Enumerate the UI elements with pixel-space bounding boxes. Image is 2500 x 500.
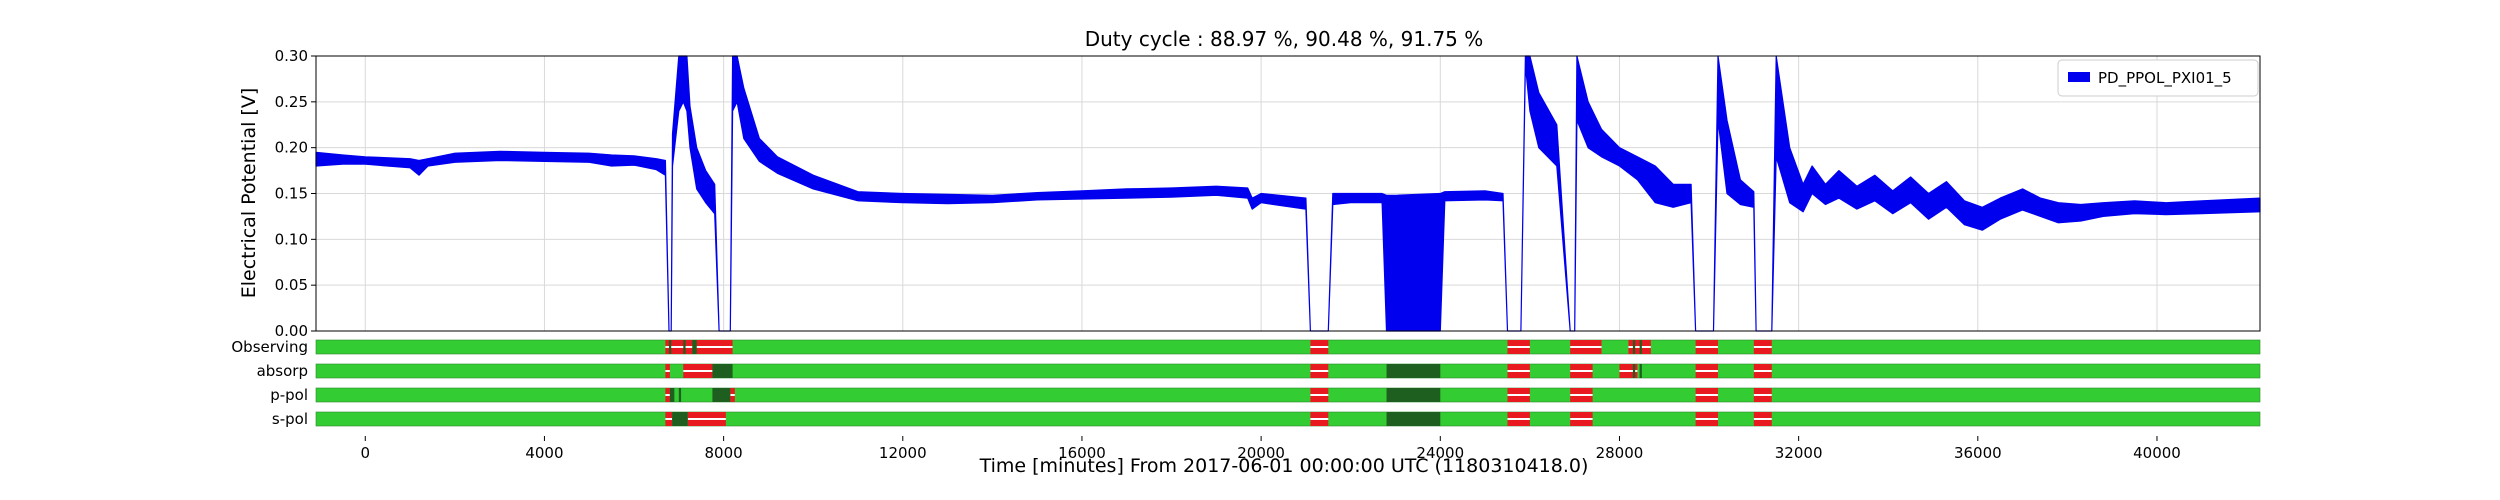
y-tick-label: 0.20 [275, 139, 308, 157]
state-dark-segment [1386, 412, 1441, 426]
x-tick-label: 8000 [705, 444, 743, 462]
x-tick-label: 36000 [1954, 444, 2002, 462]
y-axis-ticks: 0.00 0.05 0.10 0.15 0.20 0.25 0.30 [275, 47, 316, 340]
y-tick-label: 0.10 [275, 230, 308, 248]
state-dark-segment [1639, 364, 1642, 378]
state-bars [315, 339, 2261, 427]
state-dark-segment [1386, 364, 1441, 378]
state-label: s-pol [272, 410, 308, 428]
state-row-p-pol [315, 387, 2261, 403]
state-row-s-pol [315, 411, 2261, 427]
legend-entry-label: PD_PPOL_PXI01_5 [2098, 69, 2232, 88]
state-label: Observing [231, 338, 308, 356]
state-dark-segment [668, 340, 672, 354]
state-dark-segment [669, 388, 675, 402]
x-axis-label: Time [minutes] From 2017-06-01 00:00:00 … [979, 455, 1589, 477]
y-tick-label: 0.30 [275, 47, 308, 65]
x-tick-label: 16000 [1058, 444, 1106, 462]
y-axis-label: Electrical Potential [V] [238, 88, 260, 298]
y-tick-label: 0.25 [275, 93, 308, 111]
legend-swatch [2068, 72, 2090, 82]
state-dark-segment [692, 340, 697, 354]
x-tick-label: 12000 [879, 444, 927, 462]
y-tick-label: 0.05 [275, 276, 308, 294]
state-dark-segment [1386, 388, 1441, 402]
state-dark-segment [1632, 364, 1636, 378]
legend-box [2057, 59, 2259, 97]
state-dark-segment [1639, 340, 1642, 354]
state-dark-segment [712, 364, 733, 378]
x-tick-label: 28000 [1596, 444, 1644, 462]
y-tick-label: 0.00 [275, 322, 308, 340]
state-dark-segment [712, 388, 731, 402]
state-dark-segment [1632, 340, 1636, 354]
chart-title: Duty cycle : 88.97 %, 90.48 %, 91.75 % [1085, 27, 1484, 51]
y-tick-label: 0.15 [275, 185, 308, 203]
x-tick-label: 32000 [1775, 444, 1823, 462]
state-dark-segment [683, 340, 686, 354]
x-tick-label: 24000 [1416, 444, 1464, 462]
state-label: p-pol [270, 386, 308, 404]
legend: PD_PPOL_PXI01_5 [2057, 59, 2259, 97]
state-row-Observing [315, 339, 2261, 355]
x-tick-label: 4000 [525, 444, 563, 462]
state-label: absorp [257, 362, 308, 380]
state-labels: Observing absorp p-pol s-pol [231, 338, 308, 428]
x-tick-label: 40000 [2133, 444, 2181, 462]
x-axis-ticks: 0 4000 8000 12000 16000 20000 24000 28000 32000 3… [360, 436, 2181, 462]
x-tick-label: 20000 [1237, 444, 1285, 462]
state-row-absorp [315, 363, 2261, 379]
state-dark-segment [678, 388, 682, 402]
state-dark-segment [672, 412, 688, 426]
x-tick-label: 0 [360, 444, 370, 462]
